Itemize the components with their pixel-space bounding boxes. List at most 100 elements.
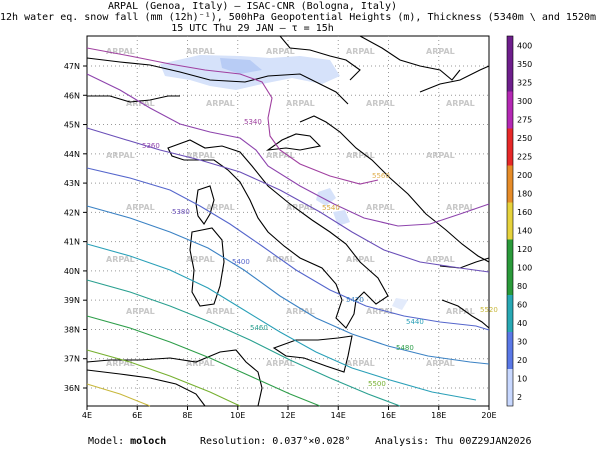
colorbar-label: 140 xyxy=(517,226,532,235)
watermark-text: ARPAL xyxy=(286,99,315,108)
colorbar-label: 100 xyxy=(517,263,532,272)
watermark-text: ARPAL xyxy=(206,203,235,212)
watermark-text: ARPAL xyxy=(266,47,295,56)
watermark-text: ARPAL xyxy=(426,255,455,264)
contour-label: 5340 xyxy=(244,118,262,126)
colorbar-segment xyxy=(507,387,513,406)
contour-label: 5540 xyxy=(322,204,340,212)
colorbar-segment xyxy=(507,276,513,295)
watermark-text: ARPAL xyxy=(206,99,235,108)
colorbar-label: 180 xyxy=(517,189,532,198)
model-label: Model: xyxy=(88,436,125,447)
colorbar-label: 350 xyxy=(517,60,532,69)
colorbar-label: 200 xyxy=(517,171,532,180)
colorbar-label: 400 xyxy=(517,41,532,50)
colorbar-segment xyxy=(507,36,513,55)
coastlines xyxy=(86,35,490,407)
isoline xyxy=(86,243,477,401)
watermark-text: ARPAL xyxy=(446,307,475,316)
lat-tick-label: 40N xyxy=(64,267,80,276)
isoline xyxy=(86,315,321,407)
watermark-text: ARPAL xyxy=(366,307,395,316)
watermark-text: ARPAL xyxy=(126,99,155,108)
watermark-text: ARPAL xyxy=(346,151,375,160)
lat-tick-label: 39N xyxy=(64,296,80,305)
colorbar-segment xyxy=(507,147,513,166)
watermark-text: ARPAL xyxy=(446,99,475,108)
colorbar-label: 300 xyxy=(517,97,532,106)
lon-tick-label: 10E xyxy=(230,411,245,420)
colorbar-label: 40 xyxy=(517,319,527,328)
lat-tick-label: 42N xyxy=(64,208,80,217)
contour-label: 5500 xyxy=(368,380,386,388)
colorbar-label: 60 xyxy=(517,300,527,309)
lat-tick-label: 38N xyxy=(64,325,80,334)
watermark-text: ARPAL xyxy=(426,151,455,160)
colorbar-segment xyxy=(507,110,513,129)
watermark-text: ARPAL xyxy=(426,359,455,368)
contour-label: 5440 xyxy=(406,318,424,326)
colorbar: 2 10 20 30 40 60 80 100 120 140 160 180 200 225 250 275… xyxy=(506,35,532,407)
colorbar-segment xyxy=(507,91,513,110)
footer-analysis: Analysis: Thu 00Z29JAN2026 xyxy=(375,436,532,447)
colorbar-segment xyxy=(507,239,513,258)
lon-tick-label: 6E xyxy=(132,411,142,420)
colorbar-label: 225 xyxy=(517,152,532,161)
colorbar-label: 120 xyxy=(517,245,532,254)
watermark-text: ARPAL xyxy=(426,47,455,56)
contour-label: 5420 xyxy=(346,296,364,304)
watermark-text: ARPAL xyxy=(346,47,375,56)
lon-tick-label: 4E xyxy=(82,411,92,420)
lon-tick-label: 12E xyxy=(280,411,295,420)
colorbar-segment xyxy=(507,128,513,147)
contour-label: 5480 xyxy=(396,344,414,352)
colorbar-label: 160 xyxy=(517,208,532,217)
colorbar-label: 2 xyxy=(517,393,522,402)
colorbar-label: 30 xyxy=(517,337,527,346)
colorbar-segment xyxy=(507,313,513,332)
colorbar-segment xyxy=(507,258,513,277)
watermark-text: ARPAL xyxy=(186,255,215,264)
watermark-text: ARPAL xyxy=(366,99,395,108)
lat-tick-label: 36N xyxy=(64,384,80,393)
isoline xyxy=(86,47,379,185)
isolines xyxy=(86,47,490,407)
lat-tick-label: 43N xyxy=(64,179,80,188)
lat-tick-label: 41N xyxy=(64,238,80,247)
colorbar-segment xyxy=(507,54,513,73)
watermark-text: ARPAL xyxy=(346,255,375,264)
resolution-label: Resolution: xyxy=(200,436,267,447)
watermark-text: ARPAL xyxy=(206,307,235,316)
contour-label: 5460 xyxy=(250,324,268,332)
isoline xyxy=(86,383,151,407)
model-value: moloch xyxy=(130,436,167,447)
watermark-layer: ARPAL ARPAL ARPAL ARPAL ARPAL ARPAL ARPAL ARPAL… xyxy=(106,47,475,368)
lon-tick-label: 8E xyxy=(182,411,192,420)
lat-tick-label: 44N xyxy=(64,150,80,159)
axis-ticks: 4E 6E 8E 10E 12E 14E 16E 18E 20E 36N 37N 38N 39N 40N 4… xyxy=(64,62,497,420)
colorbar-segment xyxy=(507,369,513,388)
lat-tick-label: 37N xyxy=(64,355,80,364)
lon-tick-label: 20E xyxy=(481,411,496,420)
colorbar-segment xyxy=(507,202,513,221)
analysis-value: Thu 00Z29JAN2026 xyxy=(435,436,532,447)
contour-label: 5360 xyxy=(142,142,160,150)
colorbar-label: 250 xyxy=(517,134,532,143)
footer-model: Model: moloch xyxy=(88,436,166,447)
contour-labels: 5340 5360 5380 5400 5420 5440 5460 5480 5500 5520… xyxy=(142,118,498,388)
watermark-text: ARPAL xyxy=(446,203,475,212)
watermark-text: ARPAL xyxy=(186,47,215,56)
contour-label: 5560 xyxy=(372,172,390,180)
colorbar-label: 80 xyxy=(517,282,527,291)
footer-resolution: Resolution: 0.037°×0.028° xyxy=(200,436,351,447)
colorbar-label: 325 xyxy=(517,78,532,87)
watermark-text: ARPAL xyxy=(286,203,315,212)
isoline xyxy=(86,205,490,365)
watermark-text: ARPAL xyxy=(106,359,135,368)
lon-tick-label: 16E xyxy=(381,411,396,420)
colorbar-label: 20 xyxy=(517,356,527,365)
watermark-text: ARPAL xyxy=(366,203,395,212)
contour-label: 5400 xyxy=(232,258,250,266)
colorbar-segment xyxy=(507,221,513,240)
isoline xyxy=(86,349,241,407)
